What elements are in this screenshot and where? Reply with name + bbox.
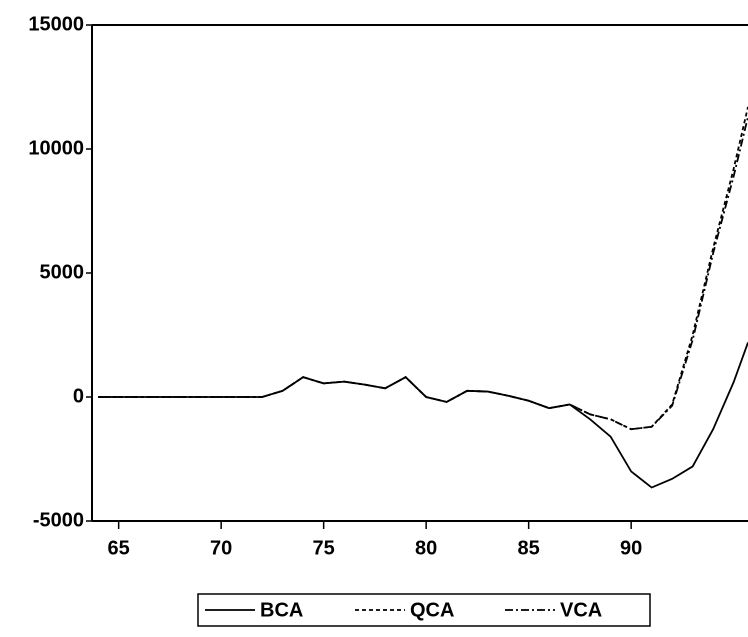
- x-tick-label: 85: [518, 537, 540, 559]
- x-tick-label: 70: [210, 537, 232, 559]
- series-line: [98, 106, 748, 431]
- x-tick-label: 80: [415, 537, 437, 559]
- y-tick-label: -5000: [33, 509, 84, 531]
- x-tick-label: 75: [313, 537, 335, 559]
- legend-label: QCA: [410, 599, 454, 621]
- legend-label: VCA: [560, 599, 602, 621]
- y-tick-label: 0: [73, 385, 84, 407]
- y-tick-label: 10000: [28, 137, 84, 159]
- x-tick-label: 65: [108, 537, 130, 559]
- legend-box: [197, 593, 651, 627]
- legend-label: BCA: [260, 599, 303, 621]
- y-tick-label: 5000: [40, 261, 85, 283]
- series-line: [98, 342, 748, 489]
- y-tick-label: 15000: [28, 13, 84, 35]
- x-tick-label: 90: [620, 537, 642, 559]
- series-line: [98, 116, 748, 431]
